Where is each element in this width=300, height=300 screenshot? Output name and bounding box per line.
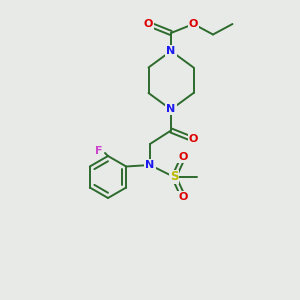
Text: O: O [178, 191, 188, 202]
Text: S: S [170, 170, 178, 184]
Text: O: O [178, 152, 188, 163]
Text: N: N [167, 104, 176, 115]
Text: F: F [95, 146, 103, 157]
Text: N: N [146, 160, 154, 170]
Text: O: O [189, 19, 198, 29]
Text: N: N [167, 46, 176, 56]
Text: O: O [144, 19, 153, 29]
Text: O: O [189, 134, 198, 145]
